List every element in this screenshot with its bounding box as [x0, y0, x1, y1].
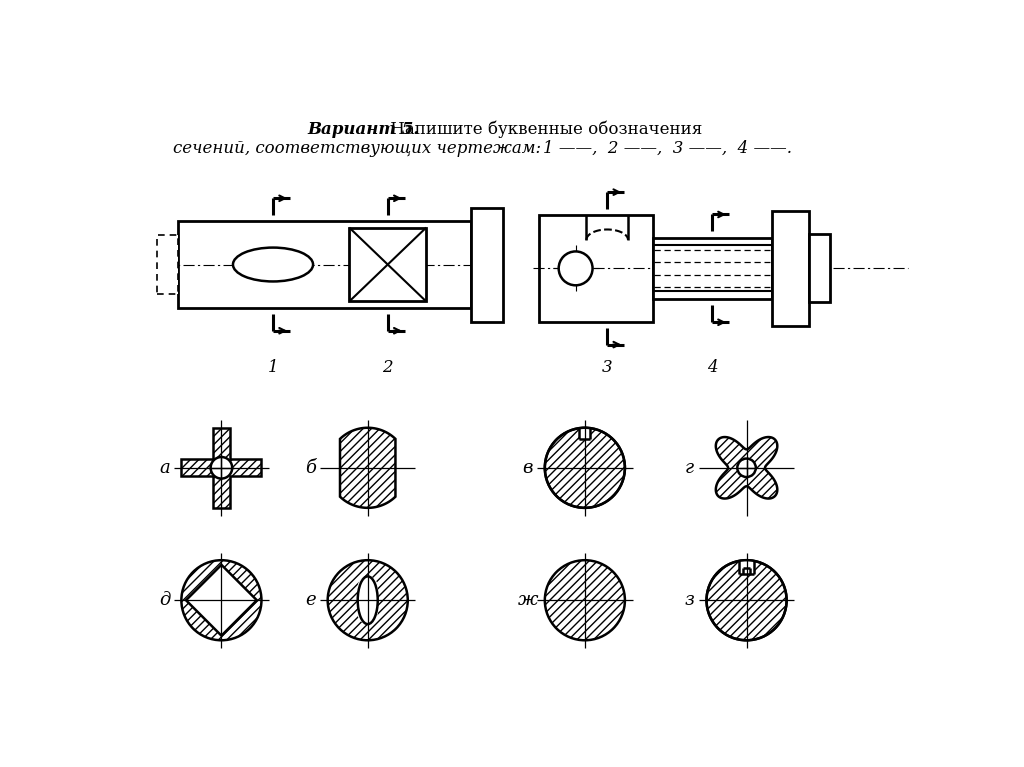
Bar: [157, 235, 178, 294]
Circle shape: [545, 560, 625, 640]
Circle shape: [328, 560, 408, 640]
Text: е: е: [305, 591, 316, 609]
Bar: [772, 211, 809, 326]
Polygon shape: [340, 428, 395, 508]
Bar: [178, 222, 471, 308]
Polygon shape: [181, 428, 261, 508]
Polygon shape: [716, 437, 777, 499]
Circle shape: [737, 459, 756, 477]
Text: 3: 3: [602, 359, 612, 376]
Bar: [471, 208, 503, 321]
Bar: [809, 235, 830, 302]
Text: 4: 4: [707, 359, 717, 376]
Text: 1: 1: [267, 359, 279, 376]
Text: 1 ——,  2 ——,  3 ——,  4 ——.: 1 ——, 2 ——, 3 ——, 4 ——.: [543, 140, 792, 156]
Wedge shape: [357, 614, 378, 624]
Bar: [652, 238, 772, 299]
Text: Напишите буквенные обозначения: Напишите буквенные обозначения: [385, 120, 702, 138]
Text: д: д: [159, 591, 170, 609]
Text: в: в: [522, 459, 534, 477]
Circle shape: [707, 560, 786, 640]
Wedge shape: [357, 576, 378, 587]
Text: г: г: [685, 459, 694, 477]
Circle shape: [559, 252, 593, 285]
Bar: [349, 228, 426, 301]
Circle shape: [545, 428, 625, 508]
Text: а: а: [159, 459, 170, 477]
Text: 2: 2: [382, 359, 393, 376]
Text: сечений, соответствующих чертежам:: сечений, соответствующих чертежам:: [173, 140, 546, 156]
Bar: [739, 560, 755, 574]
Bar: [357, 587, 378, 614]
Ellipse shape: [357, 576, 378, 624]
Circle shape: [181, 560, 261, 640]
Text: ж: ж: [517, 591, 539, 609]
Ellipse shape: [233, 248, 313, 281]
Text: б: б: [305, 459, 316, 477]
Polygon shape: [186, 565, 257, 636]
Bar: [580, 428, 590, 439]
Bar: [539, 216, 652, 321]
Text: з: з: [685, 591, 694, 609]
Text: Вариант 5.: Вариант 5.: [307, 120, 420, 137]
Circle shape: [211, 457, 232, 479]
